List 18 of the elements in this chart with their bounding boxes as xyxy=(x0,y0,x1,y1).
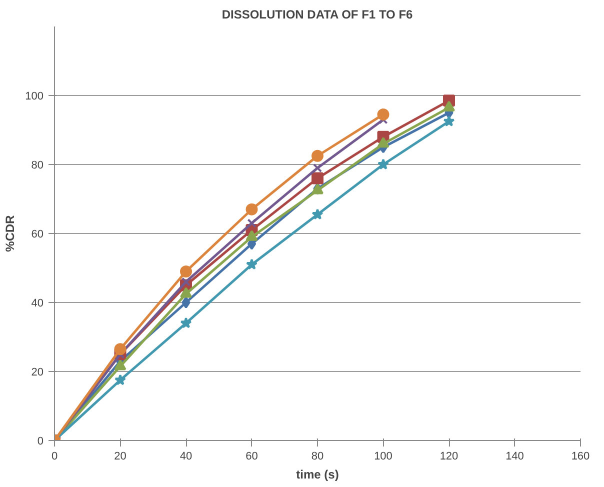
x-tick-label: 120 xyxy=(440,450,458,462)
x-tick-label: 160 xyxy=(571,450,590,462)
x-tick-label: 100 xyxy=(374,450,392,462)
y-tick-label: 60 xyxy=(31,228,44,240)
y-tick-label: 80 xyxy=(31,160,44,172)
y-tick-label: 0 xyxy=(37,436,44,448)
chart-title: DISSOLUTION DATA OF F1 TO F6 xyxy=(222,8,414,22)
y-axis-title: %CDR xyxy=(3,214,18,252)
x-tick-label: 0 xyxy=(51,450,58,462)
y-tick-label: 20 xyxy=(31,366,44,378)
x-tick-label: 40 xyxy=(180,450,192,462)
x-tick-label: 140 xyxy=(506,450,524,462)
x-tick-label: 20 xyxy=(114,450,126,462)
y-tick-label: 100 xyxy=(25,90,44,102)
x-tick-label: 60 xyxy=(246,450,258,462)
y-tick-label: 40 xyxy=(31,298,44,310)
x-axis-title: time (s) xyxy=(296,468,339,482)
x-tick-label: 80 xyxy=(311,450,324,462)
